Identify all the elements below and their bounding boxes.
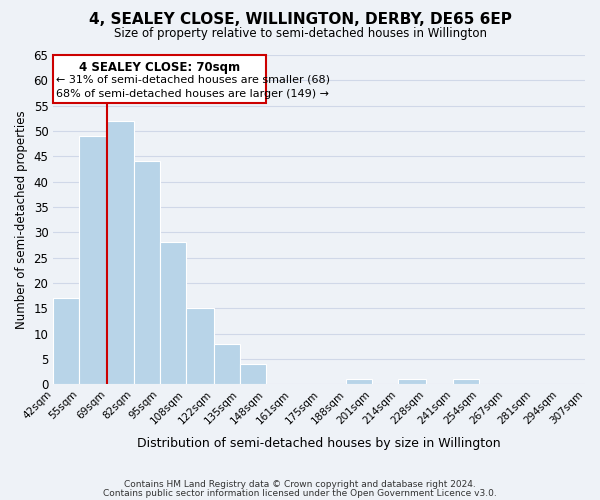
Bar (79, 136, 107, 384)
Bar (53, 298, 79, 384)
FancyBboxPatch shape (53, 55, 266, 103)
Text: 4, SEALEY CLOSE, WILLINGTON, DERBY, DE65 6EP: 4, SEALEY CLOSE, WILLINGTON, DERBY, DE65… (89, 12, 511, 28)
Bar (107, 121, 134, 384)
Bar (214, 344, 240, 384)
Bar (346, 379, 373, 384)
Text: ← 31% of semi-detached houses are smaller (68): ← 31% of semi-detached houses are smalle… (56, 74, 331, 84)
Text: Contains HM Land Registry data © Crown copyright and database right 2024.: Contains HM Land Registry data © Crown c… (124, 480, 476, 489)
Text: Contains public sector information licensed under the Open Government Licence v3: Contains public sector information licen… (103, 489, 497, 498)
Bar (160, 242, 186, 384)
Bar (240, 364, 266, 384)
Text: Size of property relative to semi-detached houses in Willington: Size of property relative to semi-detach… (113, 28, 487, 40)
Bar (452, 379, 479, 384)
Y-axis label: Number of semi-detached properties: Number of semi-detached properties (15, 110, 28, 329)
Text: 68% of semi-detached houses are larger (149) →: 68% of semi-detached houses are larger (… (56, 90, 329, 100)
X-axis label: Distribution of semi-detached houses by size in Willington: Distribution of semi-detached houses by … (137, 437, 501, 450)
Text: 4 SEALEY CLOSE: 70sqm: 4 SEALEY CLOSE: 70sqm (79, 61, 240, 74)
Bar (398, 379, 427, 384)
Bar (134, 162, 160, 384)
Bar (186, 308, 214, 384)
